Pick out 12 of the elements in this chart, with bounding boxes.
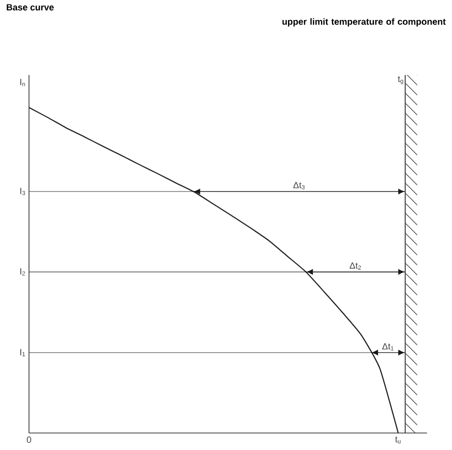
x-tick-label: 0 [26,436,32,443]
x-tick-label: t$_{u}$ [395,436,400,444]
text: t$_{g}$ [398,76,404,84]
annotation: Δt$_{3}$ [293,182,305,190]
annotation: Δt$_{2}$ [350,262,361,270]
ref-line-label: I$_{1}$ [20,349,26,356]
text: upper limit temperature of component [282,18,446,27]
text: I$_{n}$ [20,78,25,86]
annotation: Δt$_{1}$ [382,343,394,350]
chart-title: Base curve [6,4,54,10]
ref-line-label: I$_{3}$ [20,188,26,196]
ref-line-label: I$_{2}$ [20,268,26,276]
